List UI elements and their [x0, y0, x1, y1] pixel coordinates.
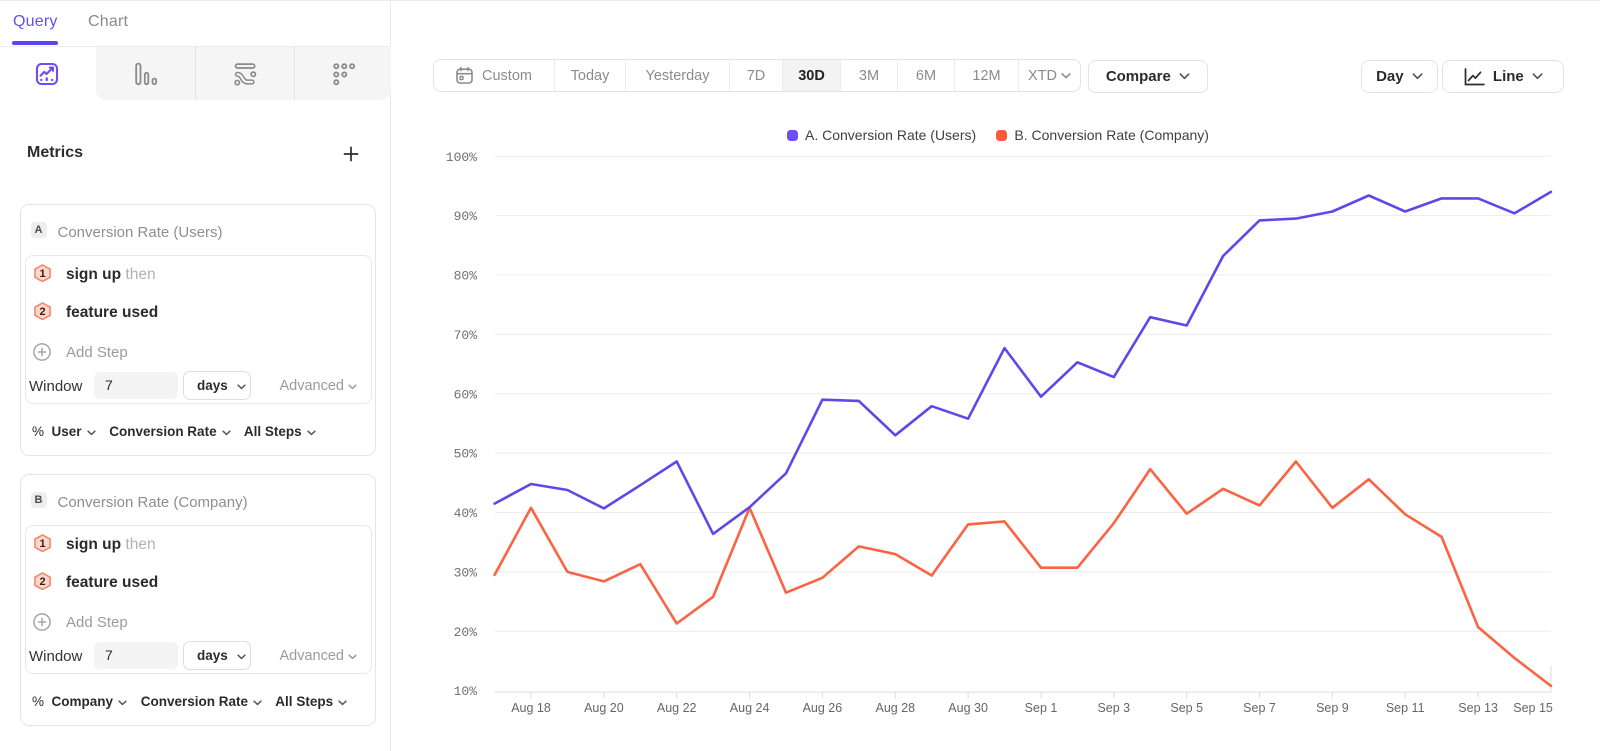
svg-text:Sep 7: Sep 7	[1243, 701, 1276, 715]
svg-text:Aug 20: Aug 20	[584, 701, 624, 715]
svg-text:20%: 20%	[454, 625, 478, 640]
svg-text:Sep 11: Sep 11	[1386, 701, 1425, 715]
svg-text:Aug 22: Aug 22	[657, 701, 697, 715]
svg-text:Sep 1: Sep 1	[1025, 701, 1058, 715]
svg-text:60%: 60%	[454, 387, 478, 402]
svg-text:100%: 100%	[446, 150, 477, 165]
svg-text:1: 1	[39, 538, 45, 550]
svg-text:50%: 50%	[454, 447, 478, 462]
svg-text:70%: 70%	[454, 328, 478, 343]
svg-text:Sep 15: Sep 15	[1513, 701, 1553, 715]
svg-text:Aug 30: Aug 30	[948, 701, 988, 715]
svg-text:2: 2	[39, 576, 45, 588]
svg-text:10%: 10%	[454, 684, 478, 699]
svg-text:80%: 80%	[454, 269, 478, 284]
svg-text:Sep 13: Sep 13	[1458, 701, 1498, 715]
svg-text:Aug 18: Aug 18	[511, 701, 551, 715]
svg-text:2: 2	[39, 306, 45, 318]
svg-text:30%: 30%	[454, 565, 478, 580]
svg-text:Aug 26: Aug 26	[803, 701, 843, 715]
svg-text:40%: 40%	[454, 506, 478, 521]
svg-text:Sep 9: Sep 9	[1316, 701, 1349, 715]
svg-text:Sep 5: Sep 5	[1170, 701, 1203, 715]
svg-text:90%: 90%	[454, 209, 478, 224]
svg-text:1: 1	[39, 268, 45, 280]
svg-text:Sep 3: Sep 3	[1097, 701, 1130, 715]
svg-text:Aug 28: Aug 28	[875, 701, 915, 715]
svg-text:Aug 24: Aug 24	[730, 701, 770, 715]
